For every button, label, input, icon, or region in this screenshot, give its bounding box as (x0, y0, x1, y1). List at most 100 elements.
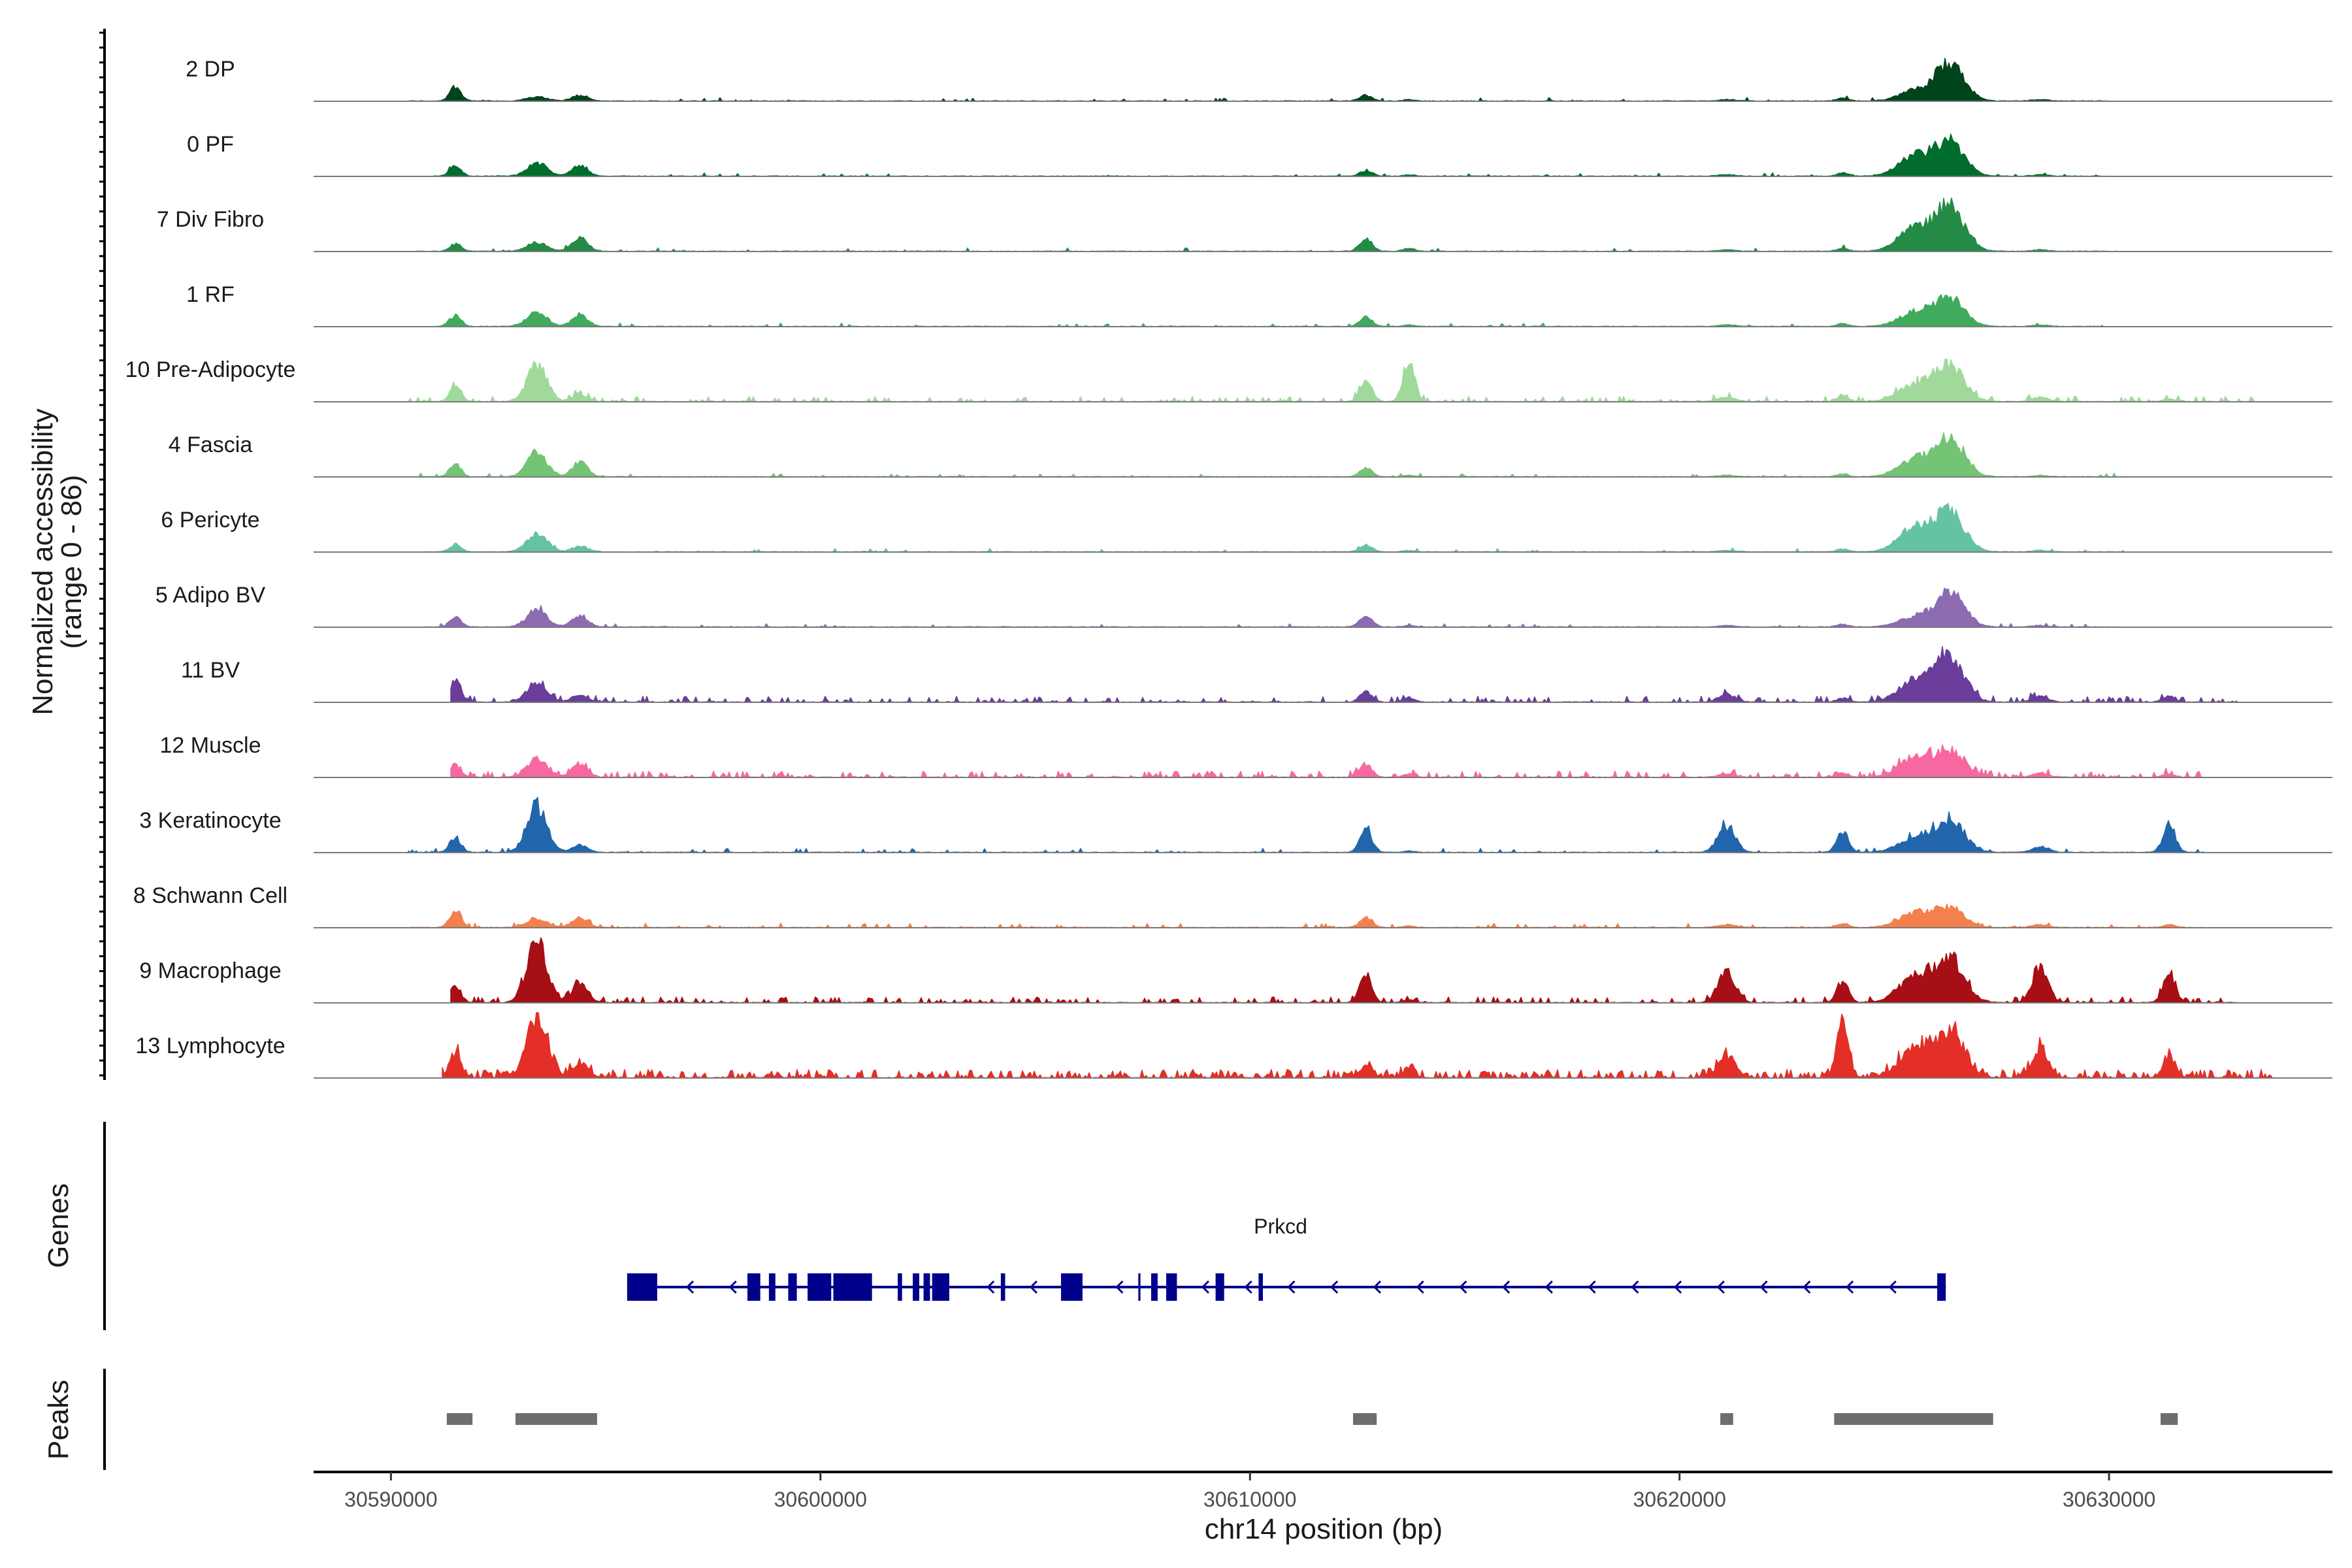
track-10-pre-adipocyte: 10 Pre-Adipocyte (125, 357, 2332, 402)
gene-exon (747, 1273, 760, 1301)
coverage-area-5-adipo-bv (425, 587, 2118, 628)
track-2-dp: 2 DP (186, 57, 2332, 102)
track-5-adipo-bv: 5 Adipo BV (155, 583, 2332, 628)
peak-region (1353, 1413, 1377, 1425)
coverage-area-4-fascia (416, 432, 2127, 478)
x-tick-label: 30610000 (1203, 1488, 1296, 1511)
track-label-7-div-fibro: 7 Div Fibro (157, 207, 264, 232)
coverage-area-7-div-fibro (416, 197, 2118, 252)
x-tick-label: 30590000 (344, 1488, 437, 1511)
track-12-muscle: 12 Muscle (160, 733, 2332, 778)
strand-arrow-icon (1803, 1280, 1811, 1294)
coverage-area-2-dp (408, 57, 2110, 102)
gene-exon (913, 1273, 919, 1301)
track-label-10-pre-adipocyte: 10 Pre-Adipocyte (125, 357, 296, 382)
strand-arrow-icon (1244, 1280, 1252, 1294)
track-label-11-bv: 11 BV (181, 658, 240, 683)
track-13-lymphocyte: 13 Lymphocyte (135, 1012, 2332, 1079)
coverage-area-10-pre-adipocyte (408, 358, 2256, 402)
strand-arrow-icon (1544, 1280, 1553, 1294)
coverage-area-8-schwann-cell (408, 903, 2204, 928)
coverage-area-13-lymphocyte (442, 1012, 2273, 1079)
coverage-area-9-macrophage (450, 937, 2238, 1004)
strand-arrow-icon (1373, 1280, 1381, 1294)
track-4-fascia: 4 Fascia (169, 432, 2332, 478)
track-7-div-fibro: 7 Div Fibro (157, 197, 2332, 252)
track-9-macrophage: 9 Macrophage (139, 937, 2332, 1004)
gene-exon (1061, 1273, 1083, 1301)
y-axis-title-line1: Normalized accessibility (27, 408, 59, 715)
strand-arrow-icon (1759, 1280, 1768, 1294)
track-label-1-rf: 1 RF (186, 282, 235, 307)
strand-arrow-icon (1459, 1280, 1467, 1294)
track-label-3-keratinocyte: 3 Keratinocyte (139, 808, 281, 833)
strand-arrow-icon (728, 1280, 737, 1294)
genes-panel: Genes Prkcd (42, 1122, 1946, 1330)
track-label-4-fascia: 4 Fascia (169, 433, 253, 457)
strand-arrow-icon (1287, 1280, 1296, 1294)
track-6-pericyte: 6 Pericyte (161, 502, 2332, 553)
gene-exon (1138, 1273, 1141, 1301)
x-axis: 30590000 30600000 30610000 30620000 30630000 (314, 1471, 2332, 1511)
coverage-area-0-pf (433, 133, 2110, 177)
x-tick-label: 30630000 (2063, 1488, 2155, 1511)
track-11-bv: 11 BV (181, 645, 2332, 703)
x-axis-title: chr14 position (bp) (1205, 1513, 1443, 1545)
genes-panel-title: Genes (42, 1183, 74, 1268)
gene-exon (1151, 1273, 1158, 1301)
x-tick-label: 30620000 (1633, 1488, 1725, 1511)
track-label-5-adipo-bv: 5 Adipo BV (155, 583, 266, 608)
strand-arrow-icon (1845, 1280, 1854, 1294)
track-label-6-pericyte: 6 Pericyte (161, 508, 259, 532)
peak-region (1720, 1413, 1733, 1425)
strand-arrow-icon (1029, 1280, 1038, 1294)
track-8-schwann-cell: 8 Schwann Cell (133, 883, 2332, 928)
peak-region (515, 1413, 597, 1425)
track-1-rf: 1 RF (186, 282, 2332, 327)
y-axis-title-line2: (range 0 - 86) (56, 475, 88, 649)
strand-arrow-icon (685, 1280, 694, 1294)
gene-exon (788, 1273, 797, 1301)
strand-arrow-icon (1115, 1280, 1124, 1294)
track-label-2-dp: 2 DP (186, 57, 235, 82)
gene-exon (627, 1273, 657, 1301)
strand-arrow-icon (1673, 1280, 1682, 1294)
gene-exon (923, 1273, 930, 1301)
track-3-keratinocyte: 3 Keratinocyte (139, 796, 2332, 853)
gene-exon (1215, 1273, 1224, 1301)
gene-exon (932, 1273, 949, 1301)
gene-exon (768, 1273, 776, 1301)
peak-region (2161, 1413, 2178, 1425)
peak-region (1834, 1413, 1993, 1425)
gene-exon (898, 1273, 902, 1301)
strand-arrow-icon (1588, 1280, 1596, 1294)
track-label-8-schwann-cell: 8 Schwann Cell (133, 883, 287, 908)
coverage-area-3-keratinocyte (408, 796, 2204, 853)
track-label-0-pf: 0 PF (187, 132, 234, 157)
gene-exon (833, 1273, 872, 1301)
strand-arrow-icon (987, 1280, 995, 1294)
track-label-9-macrophage: 9 Macrophage (139, 958, 281, 983)
peak-region (446, 1413, 473, 1425)
coverage-area-6-pericyte (425, 502, 2127, 553)
strand-arrow-icon (1716, 1280, 1725, 1294)
track-0-pf: 0 PF (187, 132, 2332, 177)
gene-exon (1937, 1273, 1946, 1301)
gene-exon (1166, 1273, 1177, 1301)
gene-exon (1000, 1273, 1005, 1301)
strand-arrow-icon (1631, 1280, 1639, 1294)
track-label-13-lymphocyte: 13 Lymphocyte (135, 1034, 285, 1058)
coverage-y-axis (99, 29, 106, 1080)
peaks-panel: Peaks (42, 1369, 2178, 1470)
coverage-area-12-muscle (450, 744, 2204, 778)
strand-arrow-icon (1888, 1280, 1897, 1294)
strand-arrow-icon (1201, 1280, 1209, 1294)
strand-arrow-icon (1330, 1280, 1339, 1294)
strand-arrow-icon (1416, 1280, 1424, 1294)
coverage-tracks: 2 DP 0 PF 7 Div Fibro 1 RF 10 Pre-Adipocyte 4… (125, 57, 2332, 1079)
gene-name-label: Prkcd (1254, 1215, 1307, 1238)
coverage-area-1-rf (433, 294, 2110, 327)
coverage-area-11-bv (450, 645, 2238, 703)
peaks-panel-title: Peaks (42, 1380, 74, 1460)
